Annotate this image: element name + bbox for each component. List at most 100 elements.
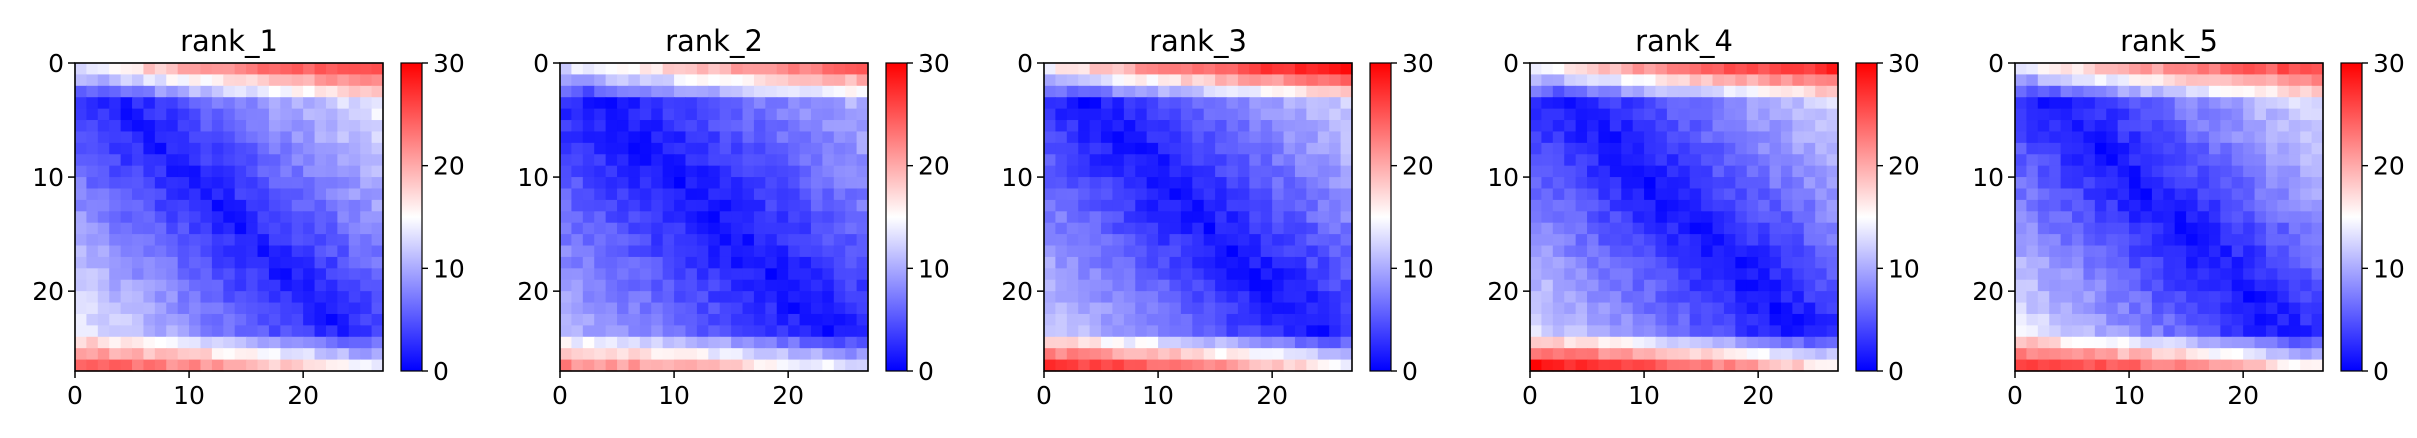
heatmap-cell xyxy=(731,142,744,155)
heatmap-cell xyxy=(1678,302,1691,315)
heatmap-cell xyxy=(2265,120,2278,133)
heatmap-cell xyxy=(1294,74,1307,87)
heatmap-cell xyxy=(1587,85,1600,98)
heatmap-cell xyxy=(1135,74,1148,87)
heatmap-cell xyxy=(765,131,778,144)
heatmap-cell xyxy=(177,108,190,121)
heatmap-cell xyxy=(1146,108,1159,121)
heatmap-cell xyxy=(617,97,630,110)
heatmap-cell xyxy=(1112,177,1125,190)
heatmap-cell xyxy=(1306,142,1319,155)
heatmap-cell xyxy=(1123,302,1136,315)
heatmap-cell xyxy=(2094,279,2107,292)
heatmap-cell xyxy=(2151,63,2164,76)
heatmap-cell xyxy=(1552,165,1565,178)
heatmap-cell xyxy=(1587,359,1600,372)
heatmap-cell xyxy=(2300,256,2313,269)
heatmap-cell xyxy=(2208,165,2221,178)
heatmap-cell xyxy=(200,211,213,224)
heatmap-cell xyxy=(1701,188,1714,201)
heatmap-cell xyxy=(2037,245,2050,258)
heatmap-cell xyxy=(1575,211,1588,224)
heatmap-cell xyxy=(280,165,293,178)
heatmap-cell xyxy=(1826,85,1839,98)
heatmap-cell xyxy=(1712,256,1725,269)
heatmap-cell xyxy=(75,291,88,304)
heatmap-cell xyxy=(109,325,122,338)
heatmap-cell xyxy=(257,165,270,178)
heatmap-cell xyxy=(628,188,641,201)
heatmap-cell xyxy=(143,336,156,349)
heatmap-cell xyxy=(2037,131,2050,144)
heatmap-cell xyxy=(1078,165,1091,178)
heatmap-cell xyxy=(2072,188,2085,201)
heatmap-cell xyxy=(2094,268,2107,281)
heatmap-cell xyxy=(291,165,304,178)
heatmap-cell xyxy=(2117,245,2130,258)
heatmap-cell xyxy=(833,234,846,247)
heatmap-cell xyxy=(1089,85,1102,98)
heatmap-cell xyxy=(348,245,361,258)
heatmap-cell xyxy=(605,245,618,258)
heatmap-cell xyxy=(1306,348,1319,361)
heatmap-cell xyxy=(189,313,202,326)
heatmap-cell xyxy=(1609,131,1622,144)
heatmap-cell xyxy=(856,222,869,235)
heatmap-cell xyxy=(2117,108,2130,121)
heatmap-cell xyxy=(2265,245,2278,258)
heatmap-cell xyxy=(1609,85,1622,98)
heatmap-cell xyxy=(776,279,789,292)
heatmap-cell xyxy=(1101,222,1114,235)
heatmap-cell xyxy=(303,268,316,281)
heatmap-cell xyxy=(177,199,190,212)
heatmap-cell xyxy=(731,279,744,292)
heatmap-cell xyxy=(2254,359,2267,372)
heatmap-cell xyxy=(1237,279,1250,292)
heatmap-cell xyxy=(189,63,202,76)
heatmap-cell xyxy=(2254,177,2267,190)
heatmap-cell xyxy=(2254,325,2267,338)
heatmap-cell xyxy=(696,120,709,133)
heatmap-cell xyxy=(1078,268,1091,281)
heatmap-cell xyxy=(639,325,652,338)
heatmap-cell xyxy=(719,234,732,247)
heatmap-cell xyxy=(1792,359,1805,372)
heatmap-cell xyxy=(674,120,687,133)
heatmap-cell xyxy=(1621,325,1634,338)
heatmap-cell xyxy=(1260,199,1273,212)
heatmap-cell xyxy=(674,97,687,110)
heatmap-cell xyxy=(2083,97,2096,110)
heatmap-cell xyxy=(765,211,778,224)
heatmap-cell xyxy=(2106,63,2119,76)
heatmap-cell xyxy=(833,154,846,167)
heatmap-cell xyxy=(2220,165,2233,178)
heatmap-cell xyxy=(571,131,584,144)
heatmap-cell xyxy=(1689,268,1702,281)
heatmap-cell xyxy=(1169,120,1182,133)
heatmap-cell xyxy=(628,325,641,338)
heatmap-cell xyxy=(1101,108,1114,121)
heatmap-cell xyxy=(560,256,573,269)
heatmap-cell xyxy=(280,199,293,212)
heatmap-cell xyxy=(2311,74,2324,87)
heatmap-cell xyxy=(1260,188,1273,201)
heatmap-cell xyxy=(1272,188,1285,201)
heatmap-cell xyxy=(2243,211,2256,224)
heatmap-cell xyxy=(166,359,179,372)
heatmap-cell xyxy=(325,108,338,121)
heatmap-cell xyxy=(1226,131,1239,144)
heatmap-cell xyxy=(75,325,88,338)
heatmap-cell xyxy=(2129,85,2142,98)
heatmap-cell xyxy=(1066,165,1079,178)
heatmap-cell xyxy=(765,85,778,98)
heatmap-cell xyxy=(799,291,812,304)
heatmap-cell xyxy=(234,268,247,281)
heatmap-cell xyxy=(1815,325,1828,338)
heatmap-cell xyxy=(1587,245,1600,258)
heatmap-cell xyxy=(1541,63,1554,76)
heatmap-cell xyxy=(753,120,766,133)
heatmap-cell xyxy=(1249,245,1262,258)
heatmap-cell xyxy=(708,268,721,281)
heatmap-cell xyxy=(1541,165,1554,178)
heatmap-cell xyxy=(1249,279,1262,292)
